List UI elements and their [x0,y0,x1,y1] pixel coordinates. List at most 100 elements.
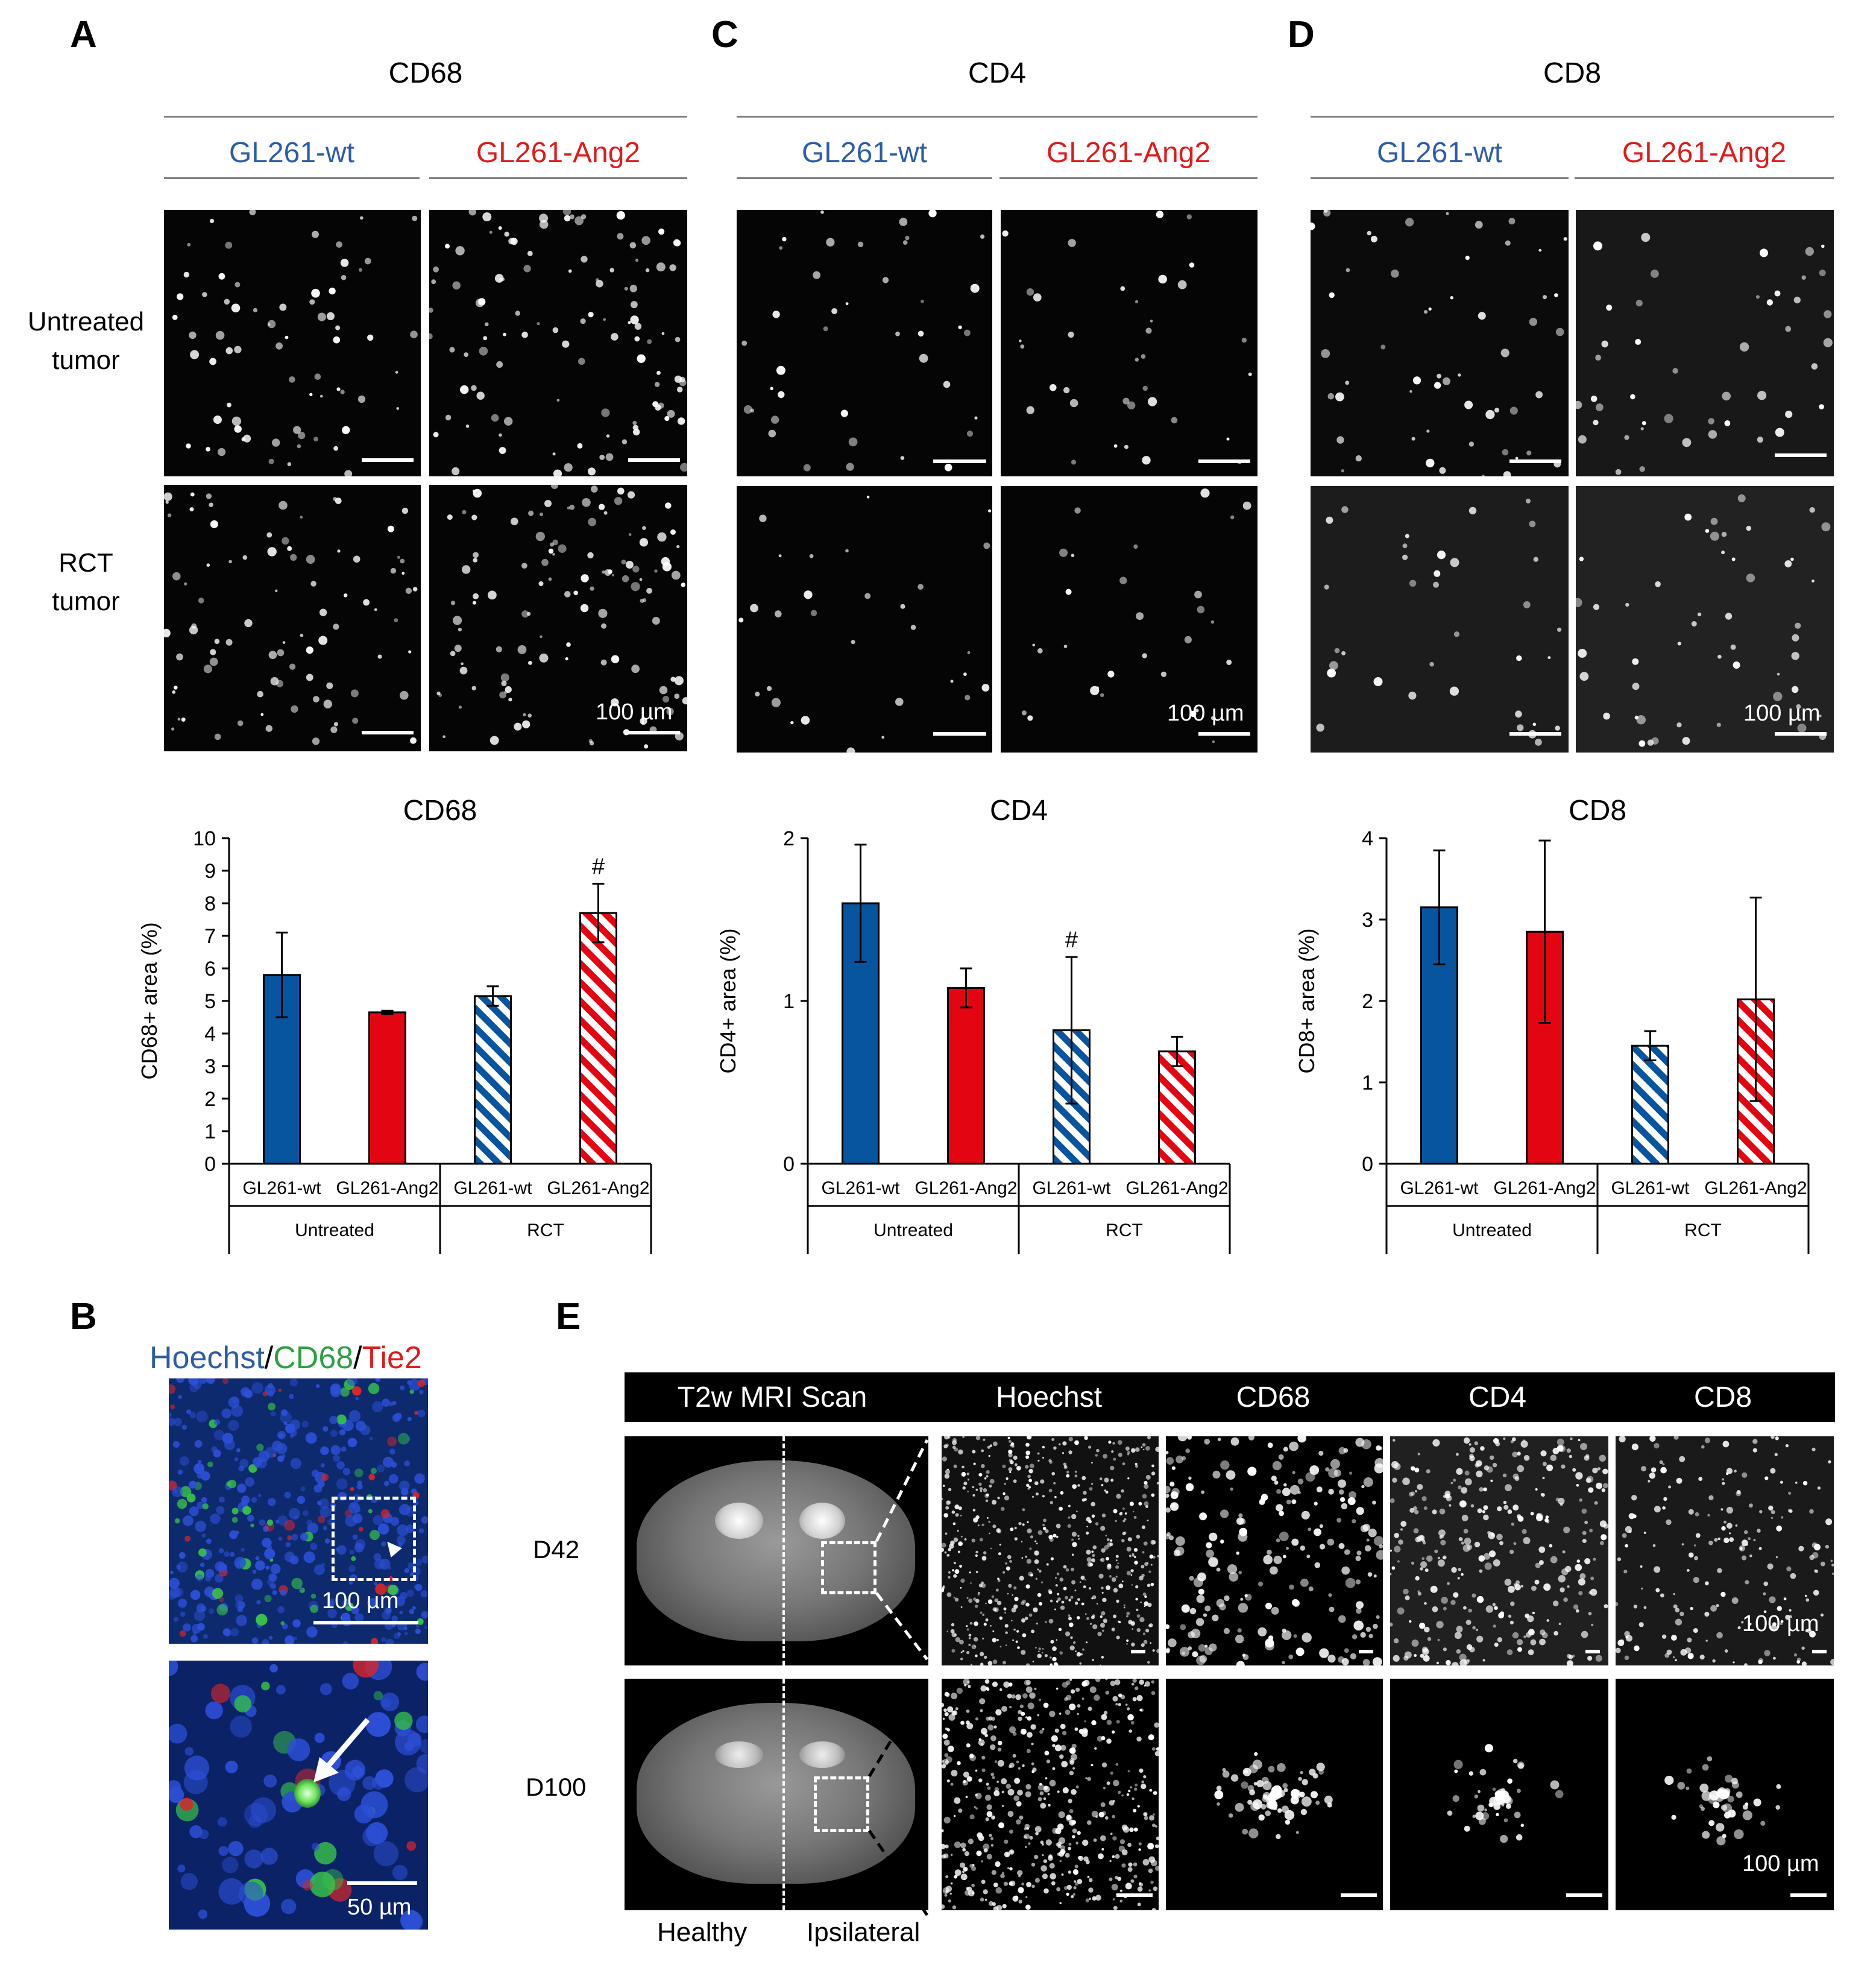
category-label: GL261-Ang2 [1704,1178,1807,1198]
panel-b-overview-micrograph: 100 µm [169,1378,428,1644]
panel-a-marker-title: CD68 [388,57,463,89]
row-label-d100: D100 [526,1773,587,1801]
error-bar [1171,1035,1183,1067]
micrograph-c-ang2-untreated [1001,210,1257,476]
panel-d-marker-title: CD8 [1543,57,1602,89]
y-tick-label: 4 [1362,827,1373,850]
mri-scan-d42 [625,1436,928,1665]
ventricle-right [799,1503,845,1539]
panel-a-row1-label: Untreated tumor [27,307,145,375]
y-tick-label: 1 [204,1120,216,1143]
scale-label: 50 µm [347,1895,412,1920]
chart-title: CD4 [990,795,1048,827]
category-label: GL261-Ang2 [1493,1178,1596,1198]
header-cd4: CD4 [1468,1381,1527,1413]
y-tick-label: 0 [204,1153,216,1176]
error-bar [592,883,605,944]
brain-section [637,1460,915,1641]
panel-d-col1-rule [1311,177,1569,179]
panel-letter-c: C [711,14,738,55]
e-hoechst-d42 [942,1436,1159,1665]
y-tick-label: 7 [204,925,216,948]
ventricle-left [715,1741,763,1768]
midline-dashed [782,1679,785,1910]
micrograph-texture [1002,210,1252,465]
panel-e-header-bar [625,1372,1835,1422]
panel-letter-e: E [556,1296,581,1337]
bar [1631,1044,1669,1165]
y-tick-label: 2 [1362,990,1373,1013]
e-cd8-d42 [1616,1436,1834,1665]
micrograph-a-wt-rct [164,485,421,751]
panel-a-col1-label: GL261-wt [228,137,355,169]
micrograph-texture [741,210,985,472]
micrograph-d-wt-untreated [1311,210,1569,476]
micrograph-texture [172,210,418,476]
micrograph-texture [1576,233,1833,475]
micrograph-a-ang2-rct [429,485,687,751]
category-label: GL261-wt [821,1178,900,1198]
panel-letter-d: D [1288,14,1315,55]
micrograph-a-ang2-untreated [429,210,687,476]
scale-bar [933,459,986,463]
stain-tie2-label: Tie2 [362,1340,422,1375]
category-label: GL261-Ang2 [914,1178,1017,1198]
error-bar [1644,1030,1657,1062]
ventricle-left [715,1503,763,1539]
ventricle-right [799,1741,845,1768]
y-axis-label: CD4+ area (%) [716,928,740,1073]
micrograph-texture [1166,1436,1383,1665]
e-cd4-d42 [1390,1436,1608,1665]
panel-d-col2-label: GL261-Ang2 [1622,137,1787,169]
y-tick-label: 1 [783,990,795,1013]
group-label: RCT [1684,1220,1722,1240]
scale-bar [1812,1650,1827,1653]
e-cd4-d100 [1390,1679,1608,1910]
micrograph-d-wt-rct [1311,486,1569,753]
micrograph-texture [1316,498,1562,746]
category-label: GL261-wt [1032,1178,1111,1198]
micrograph-texture [942,1679,1159,1910]
panel-d-col2-rule [1575,177,1834,179]
e-cd68-d42 [1166,1436,1383,1665]
panel-c-col2-rule [999,177,1257,179]
scale-bar [1566,1893,1602,1897]
micrograph-texture [169,1378,428,1644]
scale-label: 100 µm [1167,701,1244,726]
micrograph-texture [436,485,687,749]
panel-letter-b: B [70,1296,97,1337]
micrograph-texture [1664,1756,1781,1846]
significance-marker: # [1065,927,1078,953]
chart-title: CD68 [403,795,477,827]
y-tick-label: 3 [1362,909,1373,932]
label-healthy: Healthy [657,1917,748,1947]
category-label: GL261-Ang2 [336,1178,438,1198]
group-label: Untreated [873,1220,953,1240]
error-bar [960,967,972,1009]
y-tick-label: 2 [783,827,795,850]
panel-c-col2-label: GL261-Ang2 [1046,137,1211,169]
category-label: GL261-wt [1611,1178,1690,1198]
error-bar [1433,849,1446,965]
bar [368,1011,406,1165]
scale-label: 100 µm [596,699,673,725]
e-cd8-d100 [1616,1679,1834,1910]
category-label: GL261-Ang2 [1125,1178,1228,1198]
scale-bar [362,458,414,462]
group-label: Untreated [1452,1220,1532,1240]
panel-c-top-rule [737,116,1257,118]
scale-label: 100 µm [1743,701,1821,726]
y-tick-label: 1 [1362,1072,1373,1094]
micrograph-texture [429,210,687,476]
panel-a-col2-rule [429,177,687,179]
row-label-d42: D42 [533,1535,580,1564]
y-axis-label: CD8+ area (%) [1294,928,1319,1073]
e-cd68-d100 [1166,1679,1383,1910]
scale-bar [1790,1893,1827,1897]
header-hoechst: Hoechst [995,1381,1103,1413]
scale-bar [1359,1650,1373,1653]
scale-bar [628,731,680,734]
y-axis-label: CD68+ area (%) [137,922,162,1079]
header-cd8: CD8 [1693,1381,1752,1413]
error-bar [381,1009,394,1015]
